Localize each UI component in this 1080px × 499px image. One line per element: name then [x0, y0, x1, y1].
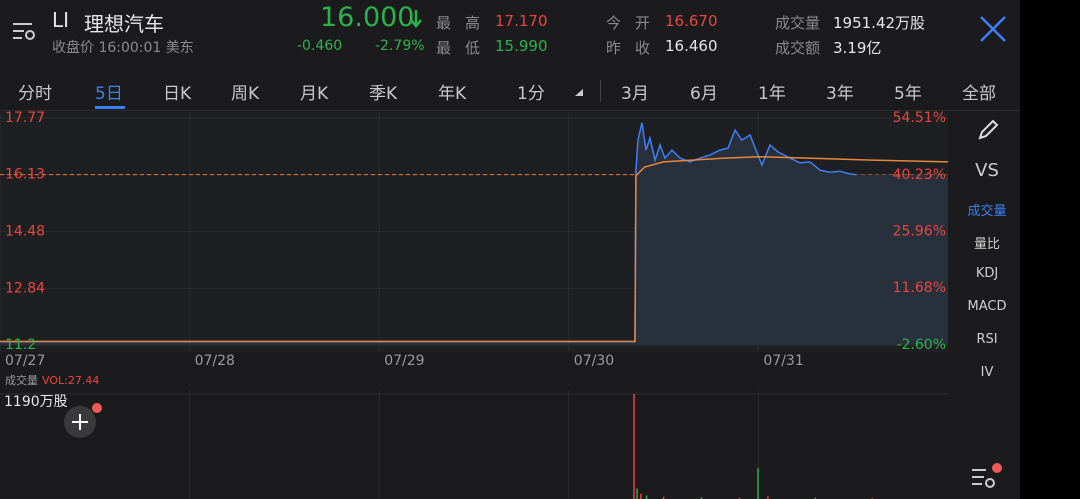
stat-label: 成交额	[775, 39, 821, 57]
stat-value: 16.670	[665, 12, 718, 30]
price: 16.000	[320, 2, 415, 33]
dropdown-arrow[interactable]	[574, 88, 584, 98]
y2-tick-label: 11.68%	[893, 280, 946, 296]
tab[interactable]: 日K	[163, 84, 192, 104]
volume-bar	[767, 496, 769, 499]
volume-bar	[814, 497, 817, 499]
tab[interactable]: 5年	[894, 84, 922, 104]
stat-label: 昨收	[606, 39, 665, 57]
change-pct: -2.79%	[375, 38, 425, 54]
series-line	[0, 122, 857, 343]
down-arrow	[410, 10, 422, 28]
sidebar-item[interactable]: KDJ	[975, 266, 999, 281]
stat-label: 最高	[436, 14, 495, 32]
y-tick-label: 14.48	[5, 224, 45, 240]
y-tick-label: 16.13	[5, 167, 45, 183]
y-tick-label: 12.84	[5, 280, 45, 296]
tab[interactable]: 全部	[962, 84, 996, 104]
menu-icon[interactable]	[10, 18, 38, 46]
y2-tick-label: 40.23%	[893, 167, 946, 183]
status: 收盘价 16:00:01 美东	[52, 40, 194, 56]
tab[interactable]: 1分	[517, 84, 545, 104]
settings-icon[interactable]	[968, 462, 1004, 492]
tab[interactable]: 6月	[690, 84, 718, 104]
volume-bar	[757, 468, 759, 499]
y2-tick-label: -2.60%	[896, 337, 946, 353]
volume-annotation: VOL:27.44	[42, 374, 99, 387]
stat-value: 16.460	[665, 37, 718, 55]
volume-bar	[633, 394, 635, 499]
symbol: LI	[52, 8, 70, 32]
price-area	[0, 122, 948, 346]
tab[interactable]: 分时	[18, 84, 52, 104]
tab[interactable]: 月K	[300, 84, 329, 104]
divider	[0, 110, 1020, 111]
sidebar-item[interactable]: RSI	[976, 332, 998, 347]
badge-dot	[92, 403, 102, 413]
sidebar-item[interactable]: 量比	[973, 237, 1000, 252]
stat-label: 成交量	[775, 14, 821, 32]
x-tick-label: 07/27	[5, 353, 45, 369]
stat-value: 15.990	[495, 37, 548, 55]
tab[interactable]: 1年	[758, 84, 786, 104]
app: LI 理想汽车 收盘价 16:00:01 美东 16.000 -0.460 -2…	[0, 0, 1020, 499]
sidebar-item[interactable]: 成交量	[967, 204, 1007, 219]
volume-bar	[640, 493, 642, 499]
tab[interactable]: 季K	[369, 84, 398, 104]
y2-tick-label: 25.96%	[893, 223, 946, 239]
y2-tick-label: 54.51%	[893, 110, 946, 126]
pencil-icon[interactable]	[976, 118, 1000, 142]
tab[interactable]: 3年	[826, 84, 854, 104]
y-tick-label: 1190万股	[4, 394, 68, 410]
tab[interactable]: 3月	[621, 84, 649, 104]
volume-bar	[645, 495, 648, 499]
sidebar-item[interactable]: IV	[980, 365, 994, 380]
x-tick-label: 07/29	[384, 353, 424, 369]
stat-label: 最低	[436, 39, 495, 57]
tab-separator	[600, 80, 601, 102]
stat-value: 3.19亿	[833, 39, 882, 57]
volume-bar	[662, 496, 665, 499]
y-tick-label: 11.2	[5, 337, 36, 353]
y-tick-label: 17.77	[5, 110, 45, 126]
chart: 07/27 07/28 07/29 07/30 07/31 17.77 16.13 14.48…	[0, 110, 949, 499]
x-tick-label: 07/28	[195, 353, 235, 369]
sidebar-item[interactable]: MACD	[967, 299, 1007, 314]
x-tick-label: 07/30	[574, 353, 614, 369]
tab[interactable]: 周K	[231, 84, 260, 104]
volume-bar	[738, 497, 741, 499]
volume-bar	[636, 488, 638, 499]
close-button[interactable]	[978, 14, 1008, 44]
tab[interactable]: 年K	[438, 84, 467, 104]
add-indicator-button[interactable]	[64, 406, 96, 438]
tab-underline	[95, 106, 125, 109]
stat-label: 今开	[606, 14, 665, 32]
volume-title: 成交量	[5, 373, 38, 387]
stat-value: 17.170	[495, 12, 548, 30]
sidebar-item[interactable]: VS	[975, 160, 999, 181]
change: -0.460	[297, 38, 343, 54]
stat-value: 1951.42万股	[833, 14, 926, 32]
x-tick-label: 07/31	[763, 353, 803, 369]
series-line	[0, 155, 949, 343]
volume-bar	[700, 497, 703, 499]
stock-name: 理想汽车	[84, 12, 164, 36]
tab[interactable]: 5日	[95, 84, 123, 104]
